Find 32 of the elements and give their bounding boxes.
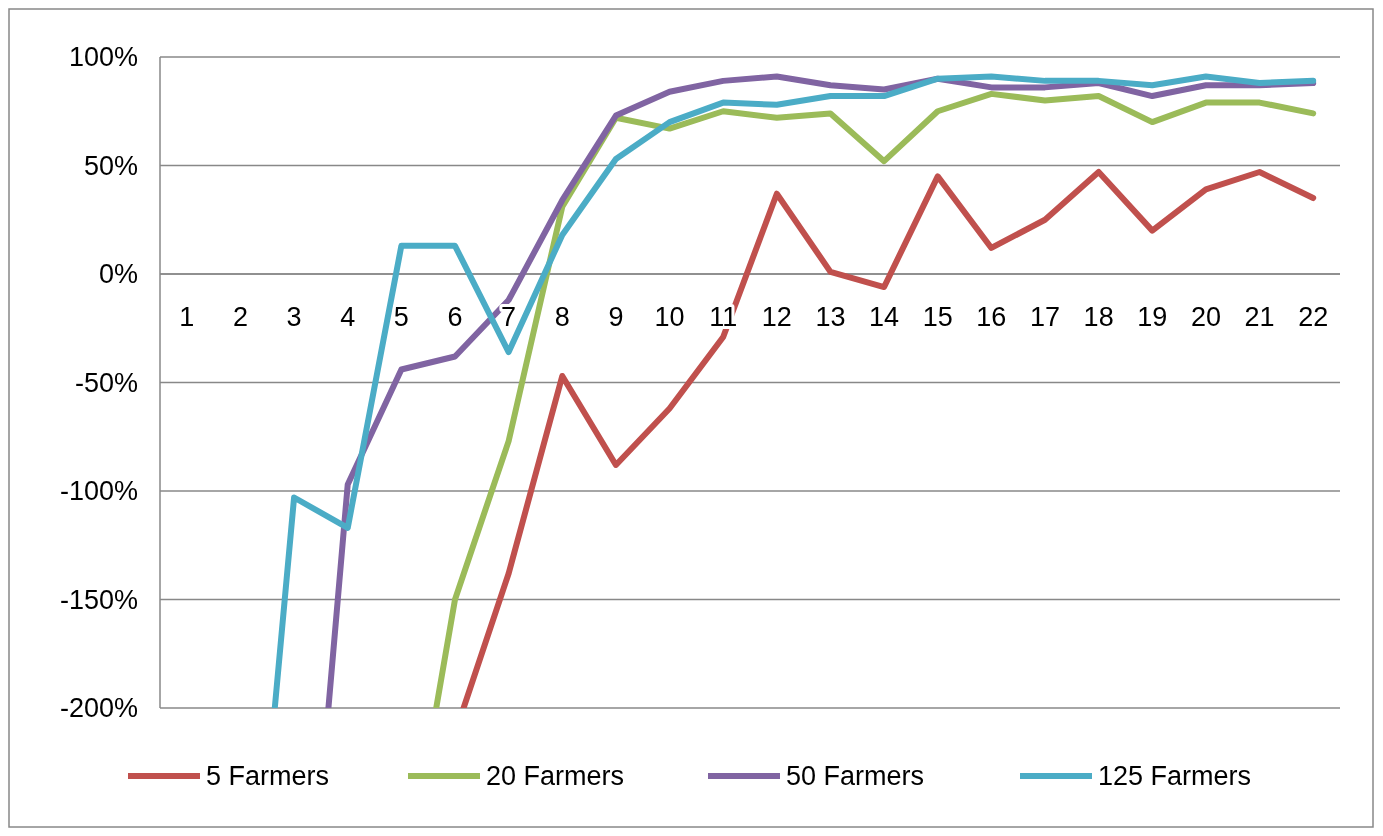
x-tick-label: 2 [232, 302, 248, 332]
y-tick-label: -100% [59, 476, 138, 507]
x-tick-label: 20 [1190, 302, 1221, 332]
x-tick-label: 13 [815, 302, 846, 332]
x-tick-label: 16 [976, 302, 1007, 332]
x-tick-label: 1 [179, 302, 195, 332]
y-tick-label: -200% [59, 693, 138, 724]
x-tick-label: 21 [1244, 302, 1275, 332]
legend-label: 5 Farmers [206, 761, 330, 791]
x-tick-label: 14 [869, 302, 900, 332]
x-tick-label: 8 [554, 302, 570, 332]
x-tick-label: 4 [340, 302, 356, 332]
x-tick-label: 15 [922, 302, 953, 332]
x-tick-label: 3 [286, 302, 302, 332]
x-tick-label: 5 [393, 302, 409, 332]
y-tick-label: -50% [74, 367, 138, 398]
legend-label: 20 Farmers [486, 761, 625, 791]
y-tick-label: -150% [59, 584, 138, 615]
x-tick-label: 12 [761, 302, 792, 332]
x-tick-label: 9 [608, 302, 624, 332]
x-tick-label: 19 [1137, 302, 1168, 332]
legend-label: 50 Farmers [786, 761, 925, 791]
x-tick-label: 6 [447, 302, 463, 332]
y-tick-label: 0% [98, 259, 138, 290]
x-tick-label: 22 [1298, 302, 1329, 332]
y-tick-label: 100% [68, 42, 138, 73]
x-tick-label: 17 [1029, 302, 1061, 332]
y-tick-label: 50% [83, 150, 138, 181]
x-tick-label: 18 [1083, 302, 1114, 332]
x-tick-label: 7 [501, 302, 517, 332]
x-tick-label: 10 [654, 302, 685, 332]
legend-label: 125 Farmers [1098, 761, 1252, 791]
